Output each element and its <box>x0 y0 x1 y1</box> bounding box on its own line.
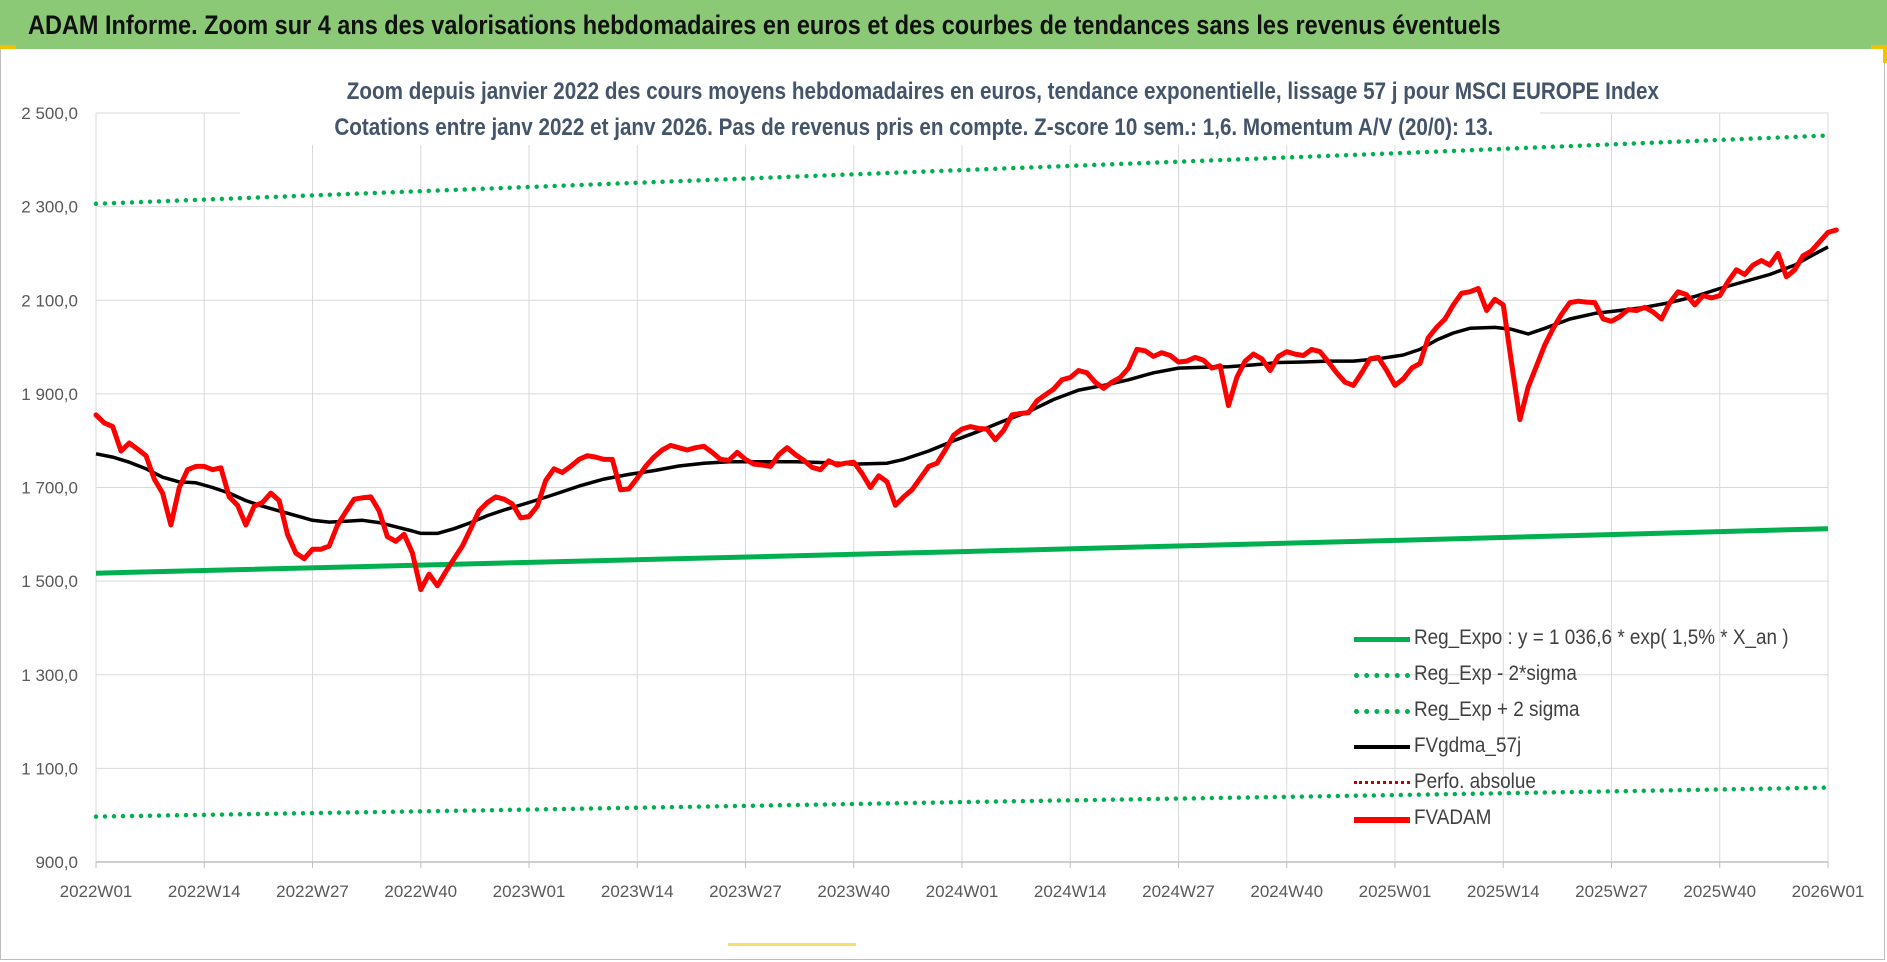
legend-item-perfo-absolue: Perfo. absolue <box>1352 764 1832 800</box>
legend-swatch <box>1354 817 1410 823</box>
legend-label: Reg_Exp - 2*sigma <box>1414 662 1577 685</box>
x-tick-label: 2024W01 <box>926 882 999 901</box>
legend-item-reg-exp-plus: Reg_Exp + 2 sigma <box>1352 692 1832 728</box>
series-line-1 <box>93 785 1831 819</box>
y-tick-label: 1 100,0 <box>21 759 78 778</box>
y-tick-label: 1 500,0 <box>21 572 78 591</box>
legend-label: Perfo. absolue <box>1414 770 1536 793</box>
x-tick-label: 2023W40 <box>817 882 890 901</box>
x-tick-label: 2023W01 <box>493 882 566 901</box>
series-line-0 <box>95 526 1829 576</box>
x-tick-label: 2025W40 <box>1683 882 1756 901</box>
x-tick-label: 2026W01 <box>1792 882 1865 901</box>
y-tick-label: 900,0 <box>35 853 78 872</box>
legend-item-reg-exp-minus: Reg_Exp - 2*sigma <box>1352 656 1832 692</box>
y-tick-label: 2 500,0 <box>21 104 78 123</box>
y-tick-label: 1 900,0 <box>21 385 78 404</box>
legend-swatch <box>1354 745 1410 749</box>
legend-swatch <box>1354 673 1410 678</box>
x-tick-label: 2022W14 <box>168 882 241 901</box>
series-lines <box>93 133 1839 819</box>
x-tick-label: 2025W14 <box>1467 882 1540 901</box>
x-tick-label: 2025W27 <box>1575 882 1648 901</box>
legend-swatch <box>1354 637 1410 642</box>
report-title: ADAM Informe. Zoom sur 4 ans des valoris… <box>28 10 1501 40</box>
series-line-3 <box>95 245 1829 536</box>
legend-label: FVADAM <box>1414 806 1492 829</box>
series-line-2 <box>93 133 1831 207</box>
legend-swatch <box>1354 709 1410 714</box>
y-tick-label: 2 300,0 <box>21 198 78 217</box>
corner-accent-right <box>1883 49 1887 63</box>
chart-subtitle-text: Cotations entre janv 2022 et janv 2026. … <box>334 114 1494 141</box>
x-axis-ticks: 2022W01 2022W14 2022W27 2022W40 2023W01 2023W… <box>60 862 1865 901</box>
y-axis-ticks: 900,0 1 100,0 1 300,0 1 500,0 1 700,0 1 900,0… <box>21 104 78 872</box>
x-tick-label: 2025W01 <box>1359 882 1432 901</box>
y-tick-label: 1 700,0 <box>21 479 78 498</box>
x-tick-label: 2024W27 <box>1142 882 1215 901</box>
x-tick-label: 2024W14 <box>1034 882 1107 901</box>
legend-swatch <box>1354 781 1410 784</box>
chart-subtitle: Cotations entre janv 2022 et janv 2026. … <box>240 111 1540 145</box>
x-tick-label: 2023W14 <box>601 882 674 901</box>
bottom-accent <box>728 943 856 946</box>
legend-item-fvadam: FVADAM <box>1352 800 1832 836</box>
x-tick-label: 2022W27 <box>276 882 349 901</box>
chart-title: Zoom depuis janvier 2022 des cours moyen… <box>240 75 1659 109</box>
legend-label: Reg_Exp + 2 sigma <box>1414 698 1580 721</box>
x-tick-label: 2022W40 <box>384 882 457 901</box>
chart-title-text: Zoom depuis janvier 2022 des cours moyen… <box>346 78 1660 105</box>
legend-item-fvgdma: FVgdma_57j <box>1352 728 1832 764</box>
y-tick-label: 2 100,0 <box>21 291 78 310</box>
x-tick-label: 2023W27 <box>709 882 782 901</box>
corner-accent-top-left <box>0 45 16 49</box>
legend-label: FVgdma_57j <box>1414 734 1522 757</box>
report-header: ADAM Informe. Zoom sur 4 ans des valoris… <box>0 0 1887 49</box>
x-tick-label: 2022W01 <box>60 882 133 901</box>
y-tick-label: 1 300,0 <box>21 666 78 685</box>
x-tick-label: 2024W40 <box>1250 882 1323 901</box>
corner-accent-top-right <box>1871 45 1887 49</box>
series-line-5 <box>93 227 1839 593</box>
legend-item-reg-expo: Reg_Expo : y = 1 036,6 * exp( 1,5% * X_a… <box>1352 620 1832 656</box>
legend-label: Reg_Expo : y = 1 036,6 * exp( 1,5% * X_a… <box>1414 626 1789 649</box>
